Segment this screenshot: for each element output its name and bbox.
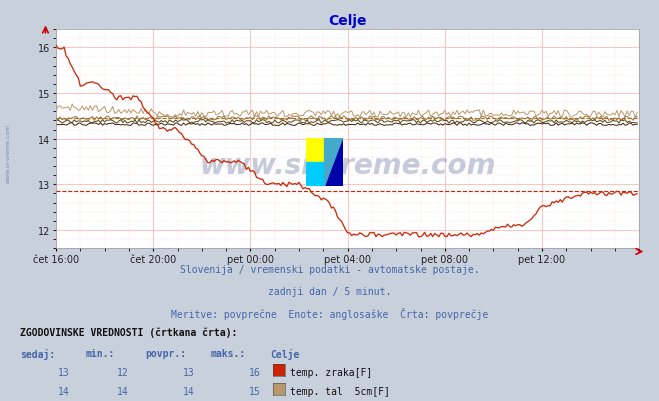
Text: ZGODOVINSKE VREDNOSTI (črtkana črta):: ZGODOVINSKE VREDNOSTI (črtkana črta): (20, 327, 237, 337)
Text: 15: 15 (248, 386, 260, 396)
Text: zadnji dan / 5 minut.: zadnji dan / 5 minut. (268, 287, 391, 297)
Text: min.:: min.: (86, 348, 115, 358)
Text: 14: 14 (117, 386, 129, 396)
Text: Celje: Celje (270, 348, 300, 358)
Bar (306, 138, 325, 162)
Polygon shape (325, 138, 343, 186)
Text: 14: 14 (57, 386, 69, 396)
Text: temp. zraka[F]: temp. zraka[F] (290, 367, 372, 377)
Text: Meritve: povprečne  Enote: anglosaške  Črta: povprečje: Meritve: povprečne Enote: anglosaške Črt… (171, 307, 488, 319)
Text: Slovenija / vremenski podatki - avtomatske postaje.: Slovenija / vremenski podatki - avtomats… (180, 265, 479, 275)
Text: sedaj:: sedaj: (20, 348, 55, 358)
Text: www.si-vreme.com: www.si-vreme.com (200, 152, 496, 180)
Text: 13: 13 (183, 367, 194, 377)
Text: 14: 14 (183, 386, 194, 396)
Title: Celje: Celje (328, 14, 367, 28)
Bar (306, 162, 325, 186)
Text: temp. tal  5cm[F]: temp. tal 5cm[F] (290, 386, 390, 396)
Text: maks.:: maks.: (211, 348, 246, 358)
Text: 13: 13 (57, 367, 69, 377)
Text: 12: 12 (117, 367, 129, 377)
Text: povpr.:: povpr.: (145, 348, 186, 358)
Text: www.si-vreme.com: www.si-vreme.com (6, 123, 11, 182)
Text: 16: 16 (248, 367, 260, 377)
Polygon shape (325, 138, 343, 186)
